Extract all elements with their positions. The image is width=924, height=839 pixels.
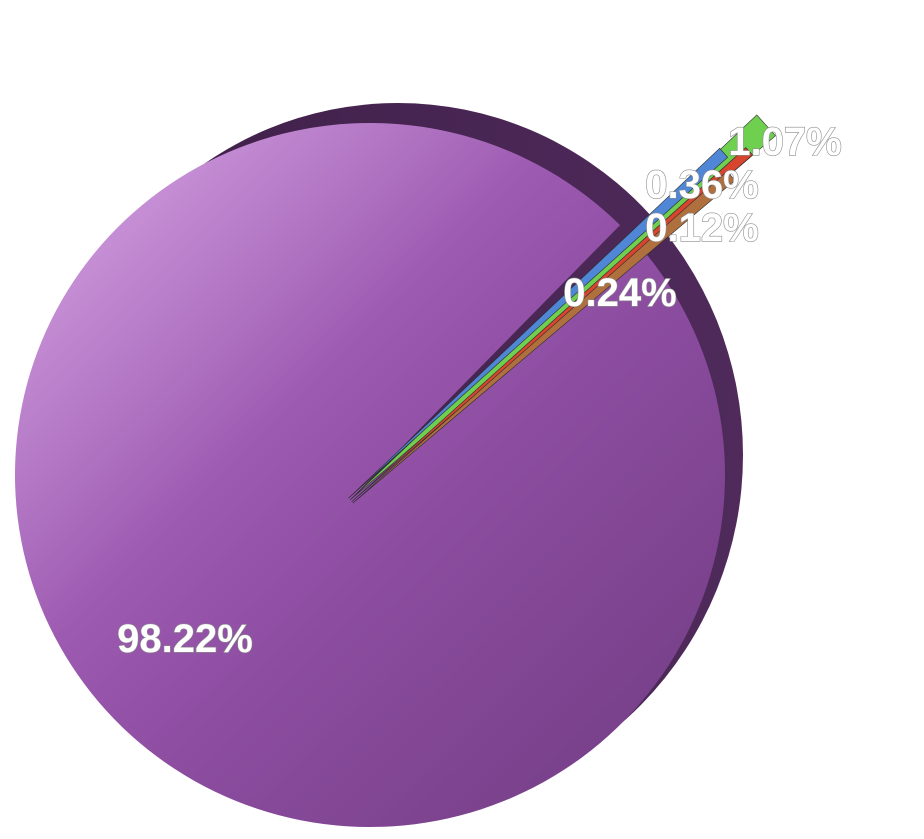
slice-label: 98.22% — [117, 617, 253, 661]
slice-label: 1.07% — [728, 120, 841, 164]
slice-label: 0.24% — [563, 271, 676, 315]
slice-main-highlight — [15, 123, 726, 828]
slice-0-36pct — [348, 147, 729, 499]
labels-layer: 98.22% 1.07%0.36%0.12% 0.24% — [117, 119, 843, 661]
slices-layer — [15, 114, 776, 828]
slice-label: 0.36% — [645, 163, 758, 207]
slice-label: 0.12% — [645, 206, 758, 250]
slice-0-24pct — [352, 170, 736, 504]
